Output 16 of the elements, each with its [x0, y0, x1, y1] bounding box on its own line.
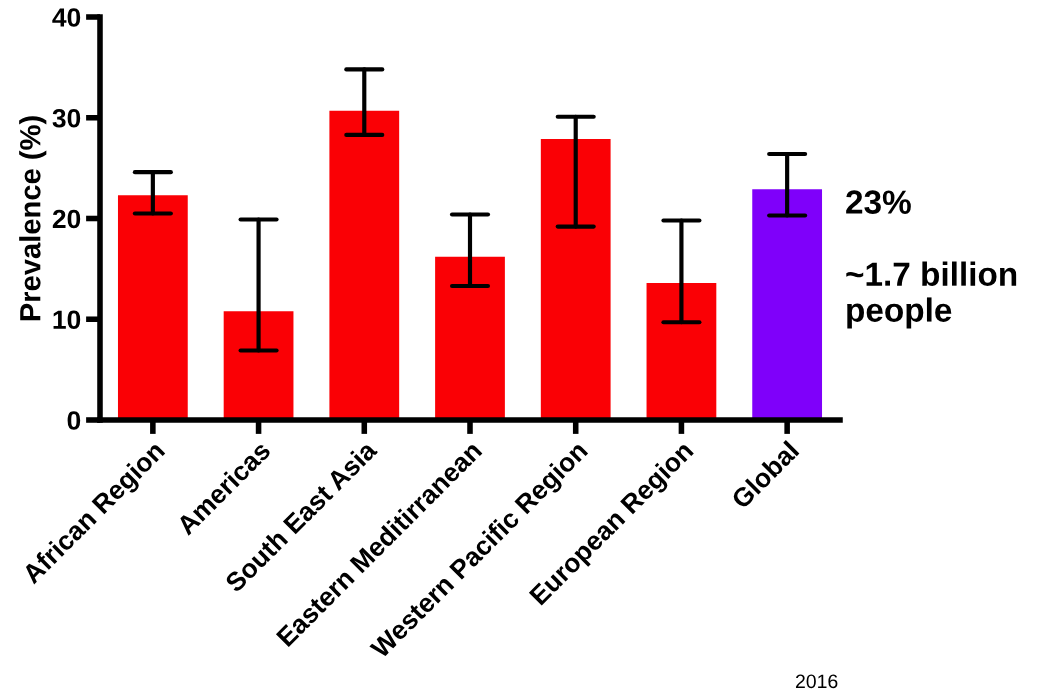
y-tick-label: 30 — [52, 108, 81, 128]
bar — [752, 189, 823, 420]
bar — [646, 282, 717, 420]
text: ~1.7 billion people — [846, 261, 1017, 329]
y-tick-label: 20 — [52, 209, 81, 229]
bar — [223, 311, 294, 420]
bar — [540, 138, 611, 420]
text: 23% — [846, 190, 911, 214]
y-axis-title: Prevalence (%) — [19, 116, 47, 321]
y-tick-label: 40 — [52, 8, 81, 27]
text: 2016 — [795, 674, 838, 689]
bar — [117, 195, 188, 420]
y-tick-label: 0 — [67, 411, 81, 430]
bar — [329, 110, 400, 420]
bar — [435, 256, 505, 420]
y-tick-label: 10 — [53, 310, 81, 330]
